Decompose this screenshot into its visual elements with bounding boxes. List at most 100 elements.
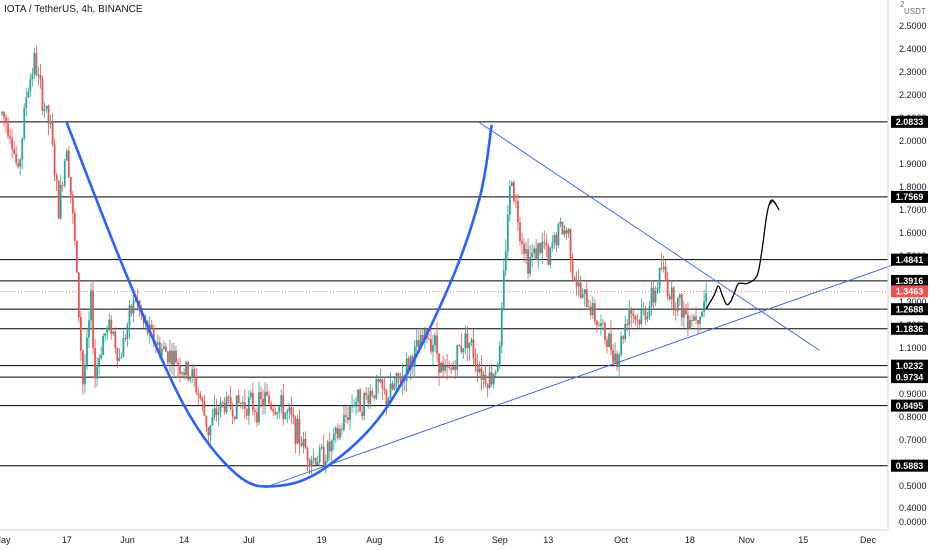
level-tag-bg	[891, 322, 928, 335]
candle-up	[551, 242, 554, 248]
candle-down	[385, 390, 388, 406]
candle-down	[543, 241, 546, 243]
candle-up	[339, 428, 341, 438]
candle-down	[92, 290, 94, 349]
y-tick-label: 0.8000	[899, 412, 927, 422]
candle-down	[450, 367, 453, 370]
candle-down	[515, 200, 517, 202]
candle-down	[454, 366, 457, 371]
candle-down	[519, 222, 521, 241]
candle-up	[393, 383, 396, 390]
candle-up	[648, 306, 651, 317]
candle-up	[602, 322, 604, 324]
candle-up	[118, 358, 121, 361]
projection-arrowhead	[769, 199, 777, 205]
candle-down	[484, 374, 487, 385]
candle-down	[164, 346, 167, 352]
candle-up	[670, 287, 673, 300]
candle-down	[245, 408, 248, 416]
y-tick-label: 2.4000	[899, 44, 927, 54]
candle-up	[624, 323, 627, 339]
candle-up	[444, 366, 447, 371]
candle-down	[347, 416, 349, 420]
level-tag: 2.0833	[896, 117, 924, 127]
candle-down	[82, 350, 84, 385]
y-tick-label: 1.7000	[899, 205, 927, 215]
candle-up	[434, 335, 436, 346]
candle-down	[555, 235, 558, 246]
x-tick-label: 19	[317, 535, 327, 545]
candle-up	[581, 293, 584, 298]
y-tick-label: 1.3000	[899, 297, 927, 307]
candle-up	[100, 354, 103, 359]
x-axis[interactable]: May 17 Jun 14 Jul 19 Aug 16 Sep 13 Oct 18 Nov 15 Dec	[0, 529, 888, 545]
candle-up	[318, 448, 321, 463]
candle-down	[254, 410, 256, 413]
candle-down	[193, 369, 196, 377]
candle-up	[452, 366, 455, 370]
candle-down	[517, 201, 519, 223]
candle-up	[699, 316, 701, 324]
candle-down	[638, 319, 641, 325]
candle-up	[549, 247, 552, 265]
candle-down	[687, 314, 689, 329]
candle-up	[375, 379, 378, 399]
candle-up	[640, 310, 643, 325]
x-tick-label: Aug	[366, 535, 382, 545]
candle-up	[126, 325, 129, 339]
candle-down	[94, 348, 96, 379]
candle-down	[116, 347, 119, 361]
candle-up	[577, 282, 580, 287]
candle-up	[296, 418, 299, 444]
level-tag: 1.4841	[896, 255, 924, 265]
candle-down	[304, 439, 307, 449]
candle-down	[632, 313, 635, 317]
candle-up	[286, 410, 289, 413]
candle-up	[351, 405, 353, 407]
candle-up	[553, 235, 556, 243]
candle-down	[636, 319, 639, 321]
candle-up	[600, 323, 602, 327]
candle-down	[183, 372, 186, 376]
candle-down	[207, 427, 210, 436]
candle-up	[689, 319, 691, 329]
candle-down	[575, 280, 578, 287]
candle-up	[432, 345, 434, 352]
candle-up	[324, 461, 327, 467]
level-tag: 1.1836	[896, 324, 924, 334]
candle-up	[37, 74, 40, 76]
candle-down	[308, 460, 311, 467]
candle-up	[65, 150, 68, 161]
candle-up	[98, 358, 101, 368]
candle-down	[3, 112, 5, 118]
candle-down	[11, 138, 14, 150]
candle-up	[357, 389, 360, 402]
candle-down	[110, 319, 113, 334]
candle-down	[569, 229, 572, 262]
candle-down	[268, 395, 270, 404]
candle-up	[478, 368, 481, 373]
y-tick-label: 2.3000	[899, 67, 927, 77]
candle-down	[460, 346, 463, 353]
candle-down	[171, 350, 173, 366]
candle-up	[395, 373, 398, 384]
level-tag-bg	[891, 190, 928, 203]
candle-up	[492, 374, 495, 385]
level-tag-bg	[891, 253, 928, 266]
candle-up	[181, 372, 183, 374]
candle-down	[458, 345, 461, 347]
candle-up	[284, 412, 287, 419]
candle-down	[272, 409, 275, 412]
candle-down	[227, 396, 230, 398]
y-tick-label: 0.4000	[899, 503, 927, 513]
candle-up	[29, 79, 32, 92]
y-tick-label: 1.8000	[899, 182, 927, 192]
x-tick-label: May	[0, 535, 11, 545]
candle-down	[233, 416, 236, 420]
candle-down	[436, 335, 438, 354]
candle-up	[88, 320, 90, 338]
candle-down	[383, 388, 386, 391]
candle-down	[237, 395, 240, 404]
candle-down	[201, 398, 204, 402]
